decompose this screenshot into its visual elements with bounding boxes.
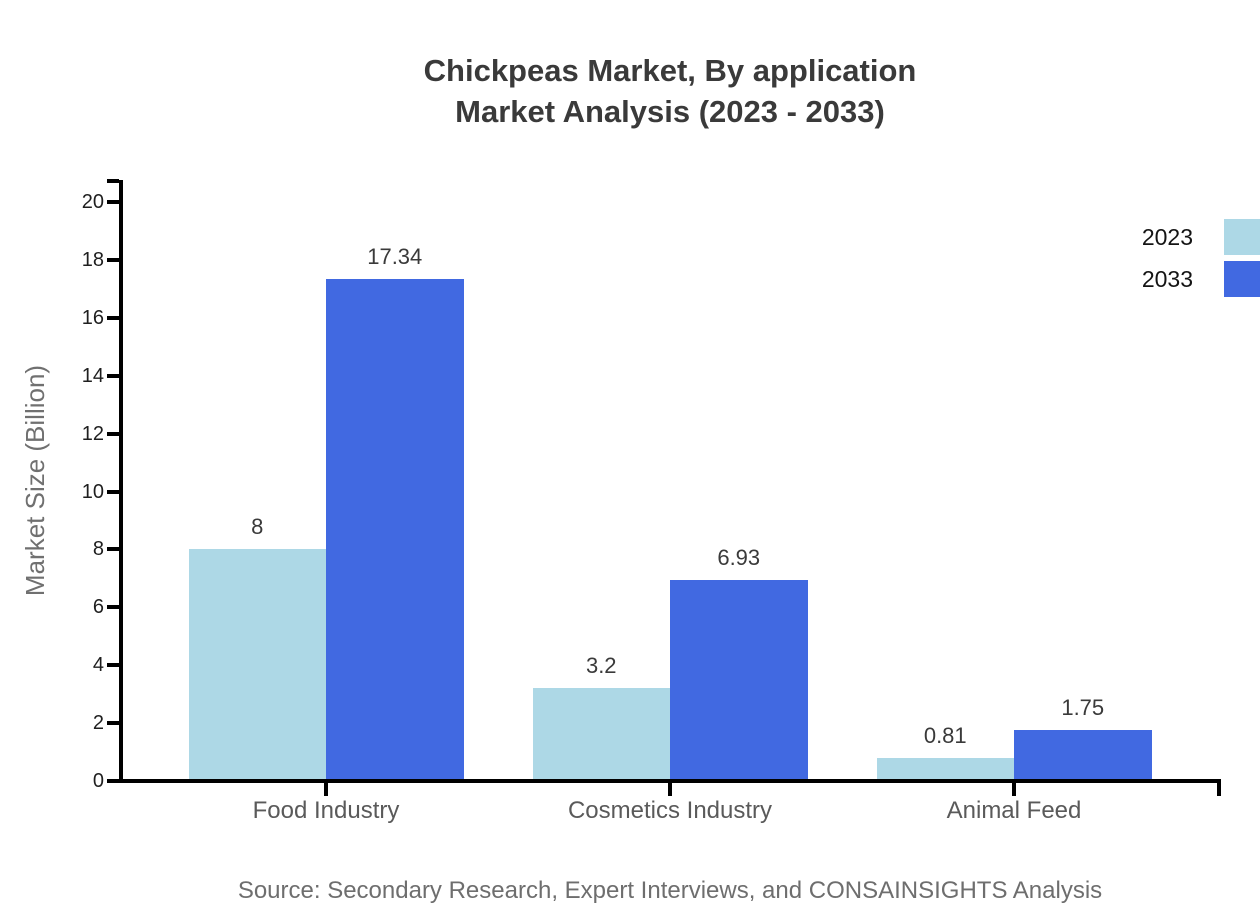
bar-2023-animal-feed	[876, 757, 1014, 781]
y-axis-tick-label: 16	[81, 306, 104, 329]
legend-label-2023: 2023	[1141, 223, 1193, 250]
y-axis-tick	[107, 605, 119, 610]
y-axis-tick	[107, 489, 119, 494]
bar-value-label: 1.75	[1061, 695, 1105, 721]
y-axis-tick	[107, 547, 119, 552]
bar-2033-cosmetics-industry	[670, 580, 808, 781]
bar-value-label: 3.2	[585, 653, 617, 679]
x-axis-line	[119, 779, 1221, 783]
y-axis-tick	[107, 721, 119, 726]
y-axis-tick-label: 10	[81, 480, 104, 503]
source-note: Source: Secondary Research, Expert Inter…	[237, 877, 1103, 904]
y-axis-tick	[107, 779, 119, 783]
chart-title-line2: Market Analysis (2023 - 2033)	[455, 94, 885, 129]
legend-item-2023: 2023	[1142, 219, 1260, 255]
bar-2033-animal-feed	[1014, 730, 1152, 781]
y-axis-tick	[107, 373, 119, 378]
legend-label-2033: 2033	[1141, 265, 1193, 292]
x-axis-end-tick	[1217, 783, 1221, 796]
y-axis-tick-label: 18	[81, 248, 104, 271]
x-axis-category-label: Cosmetics Industry	[567, 797, 773, 824]
chart-title: Chickpeas Market, By application Market …	[80, 50, 1260, 132]
bar-2023-food-industry	[188, 549, 326, 781]
bar-value-label: 8	[251, 514, 264, 540]
y-axis-end-tick	[107, 179, 119, 183]
y-axis-tick-label: 14	[81, 364, 104, 387]
x-axis-category-label: Food Industry	[252, 797, 400, 824]
x-axis-tick	[668, 783, 672, 796]
legend-swatch-2023-icon	[1224, 219, 1260, 255]
y-axis-tick-label: 2	[92, 712, 104, 735]
y-axis-tick-label: 8	[92, 538, 104, 561]
bar-2033-food-industry	[326, 279, 464, 781]
y-axis-tick	[107, 200, 119, 204]
y-axis-tick-label: 4	[92, 654, 104, 677]
y-axis-tick	[107, 431, 119, 436]
y-axis-tick	[107, 663, 119, 668]
x-axis-tick	[324, 783, 328, 796]
legend: 2023 2033	[1142, 219, 1260, 297]
legend-item-2033: 2033	[1142, 261, 1260, 297]
x-axis-category-label: Animal Feed	[946, 797, 1082, 824]
chart-title-line1: Chickpeas Market, By application	[423, 53, 917, 88]
y-axis-tick-label: 6	[92, 596, 104, 619]
bar-value-label: 0.81	[923, 722, 967, 748]
bar-2023-cosmetics-industry	[532, 688, 670, 781]
y-axis-tick-label: 12	[81, 422, 104, 445]
bar-value-label: 6.93	[717, 545, 761, 571]
y-axis-tick	[107, 257, 119, 262]
y-axis-tick	[107, 315, 119, 320]
legend-swatch-2033-icon	[1224, 261, 1260, 297]
y-axis-tick-label: 20	[81, 191, 104, 213]
x-axis-tick	[1012, 783, 1016, 796]
y-axis-line	[119, 180, 123, 783]
bar-value-label: 17.34	[367, 244, 423, 269]
y-axis-tick-label: 0	[92, 770, 104, 792]
